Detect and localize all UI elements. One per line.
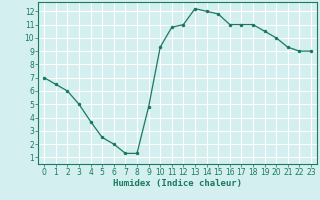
X-axis label: Humidex (Indice chaleur): Humidex (Indice chaleur) <box>113 179 242 188</box>
